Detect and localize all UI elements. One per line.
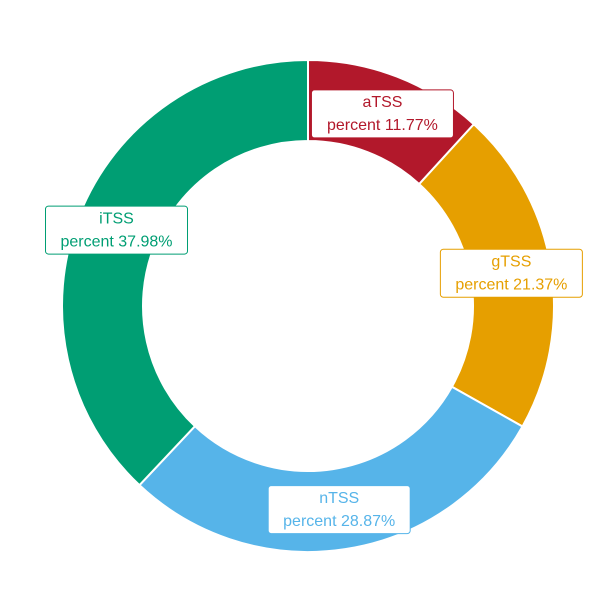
label-box-itss — [45, 205, 189, 255]
label-percent-gtss: percent 21.37% — [455, 276, 567, 293]
label-box-gtss — [439, 248, 583, 298]
label-box-ntss — [267, 485, 411, 535]
label-name-atss: aTSS — [362, 94, 402, 111]
label-name-gtss: gTSS — [491, 253, 531, 270]
slices-layer — [61, 58, 555, 553]
labels-layer: aTSS percent 11.77% gTSS percent 21.37% nTSS… — [45, 89, 583, 535]
label-percent-atss: percent 11.77% — [327, 117, 438, 134]
slice-ntss — [138, 385, 524, 553]
label-name-ntss: nTSS — [319, 490, 359, 507]
slice-itss — [61, 58, 309, 487]
label-atss: aTSS percent 11.77% — [310, 89, 454, 139]
label-gtss: gTSS percent 21.37% — [439, 248, 583, 298]
label-percent-itss: percent 37.98% — [60, 233, 172, 250]
label-ntss: nTSS percent 28.87% — [267, 485, 411, 535]
label-box-atss — [310, 89, 454, 139]
label-itss: iTSS percent 37.98% — [45, 205, 189, 255]
label-percent-ntss: percent 28.87% — [283, 513, 395, 530]
label-name-itss: iTSS — [99, 210, 134, 227]
